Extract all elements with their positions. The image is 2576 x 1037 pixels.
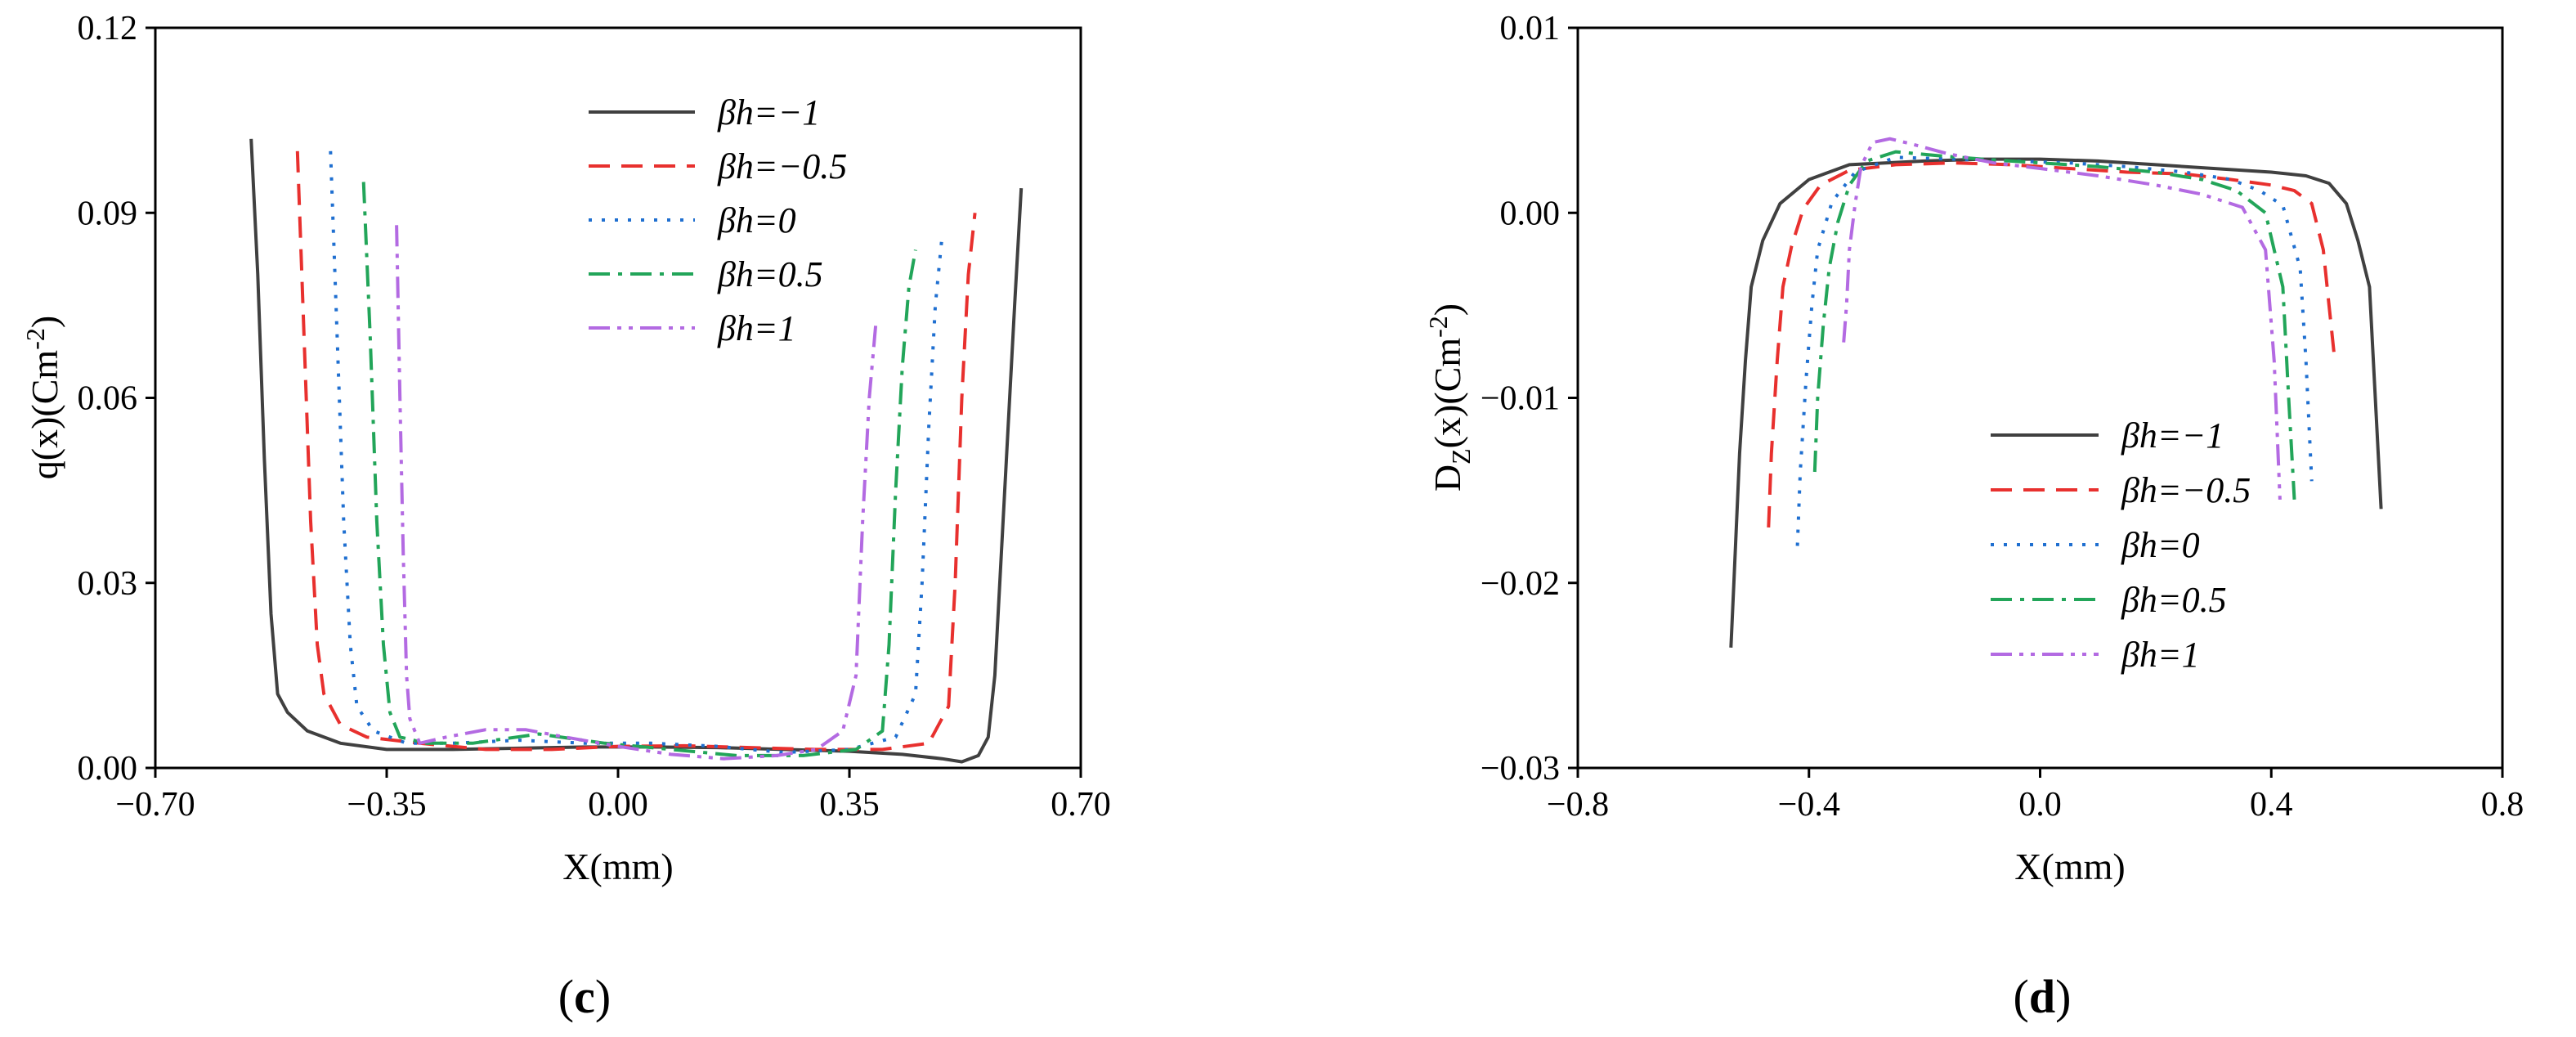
chart-d-legend-label-4: βh=1: [2121, 635, 2200, 675]
chart-c-y-tick-label: 0.06: [78, 380, 138, 418]
chart-c-legend-label-3: βh=0.5: [717, 254, 823, 294]
chart-d-series-line-0: [1729, 157, 2383, 648]
chart-c-legend-label-2: βh=0: [717, 200, 796, 240]
chart-d-plot-frame: [1576, 26, 2504, 770]
chart-d-x-tick-label: −0.4: [1778, 786, 1840, 824]
chart-c-legend: βh=−1 βh=−0.5 βh=0 βh=0.5 βh=1: [589, 92, 847, 348]
chart-c-series-group: [249, 138, 1024, 764]
chart-c-legend-label-1: βh=−0.5: [717, 146, 847, 186]
chart-d-legend: βh=−1 βh=−0.5 βh=0 βh=0.5 βh=1: [1991, 415, 2251, 675]
chart-d-legend-label-0: βh=−1: [2121, 415, 2224, 456]
chart-c-legend-label-4: βh=1: [717, 308, 796, 348]
chart-c-y-axis-label: q(x)(Cm-2): [20, 316, 65, 479]
chart-c-y-tick-label: 0.03: [78, 565, 138, 603]
chart-c-y-tick-label: 0.09: [78, 195, 138, 232]
chart-c-x-tick-label: 0.00: [588, 786, 648, 824]
chart-d-series-group: [1729, 137, 2383, 648]
panel-label-c: (c): [558, 970, 611, 1023]
chart-d-x-tick-label: 0.4: [2250, 786, 2293, 824]
chart-c-series-line-4: [395, 225, 878, 761]
chart-c-y-tick-label: 0.12: [78, 10, 138, 47]
chart-d-y-tick-label: −0.01: [1481, 380, 1560, 418]
chart-d-legend-label-3: βh=0.5: [2121, 580, 2227, 620]
chart-c-x-ticks: −0.70 −0.35 0.00 0.35 0.70: [115, 768, 1111, 824]
chart-panel-c: −0.70 −0.35 0.00 0.35 0.70 0.000.030.060.090…: [20, 10, 1111, 1023]
chart-d-y-ticks: −0.03 −0.02 −0.01 0.00 0.01: [1481, 10, 1578, 788]
chart-d-legend-label-2: βh=0: [2121, 525, 2200, 565]
chart-d-x-tick-label: 0.0: [2018, 786, 2062, 824]
chart-d-y-tick-label: −0.03: [1481, 750, 1560, 788]
panel-label-d: (d): [2014, 970, 2072, 1023]
chart-d-y-tick-label: 0.00: [1500, 195, 1561, 232]
chart-d-y-tick-label: −0.02: [1481, 565, 1560, 603]
chart-c-series-line-3: [361, 182, 917, 757]
chart-panel-d: −0.8 −0.4 0.0 0.4 0.8 −0.03 −0.02 −0.01 0.00 0.0…: [1423, 10, 2524, 1023]
chart-d-x-tick-label: 0.8: [2481, 786, 2524, 824]
chart-d-x-tick-label: −0.8: [1547, 786, 1609, 824]
chart-c-plot-frame: [154, 26, 1082, 770]
chart-c-x-tick-label: −0.35: [347, 786, 426, 824]
chart-d-y-axis-label: DZ(x)(Cm-2): [1423, 303, 1476, 492]
chart-c-y-ticks: 0.00 0.03 0.06 0.09 0.12: [78, 10, 155, 788]
chart-c-x-axis-label: X(mm): [562, 846, 673, 887]
chart-d-legend-label-1: βh=−0.5: [2121, 470, 2251, 510]
chart-c-x-tick-label: 0.35: [819, 786, 880, 824]
chart-c-x-tick-label: 0.70: [1051, 786, 1111, 824]
chart-d-y-tick-label: 0.01: [1500, 10, 1561, 47]
chart-c-series-line-1: [295, 150, 977, 752]
chart-d-x-ticks: −0.8 −0.4 0.0 0.4 0.8: [1547, 768, 2524, 824]
chart-c-y-tick-label: 0.00: [78, 750, 138, 788]
chart-c-x-tick-label: −0.70: [115, 786, 195, 824]
chart-c-legend-label-0: βh=−1: [717, 92, 820, 132]
chart-c-series-line-2: [329, 150, 944, 755]
chart-d-x-axis-label: X(mm): [2014, 846, 2125, 887]
